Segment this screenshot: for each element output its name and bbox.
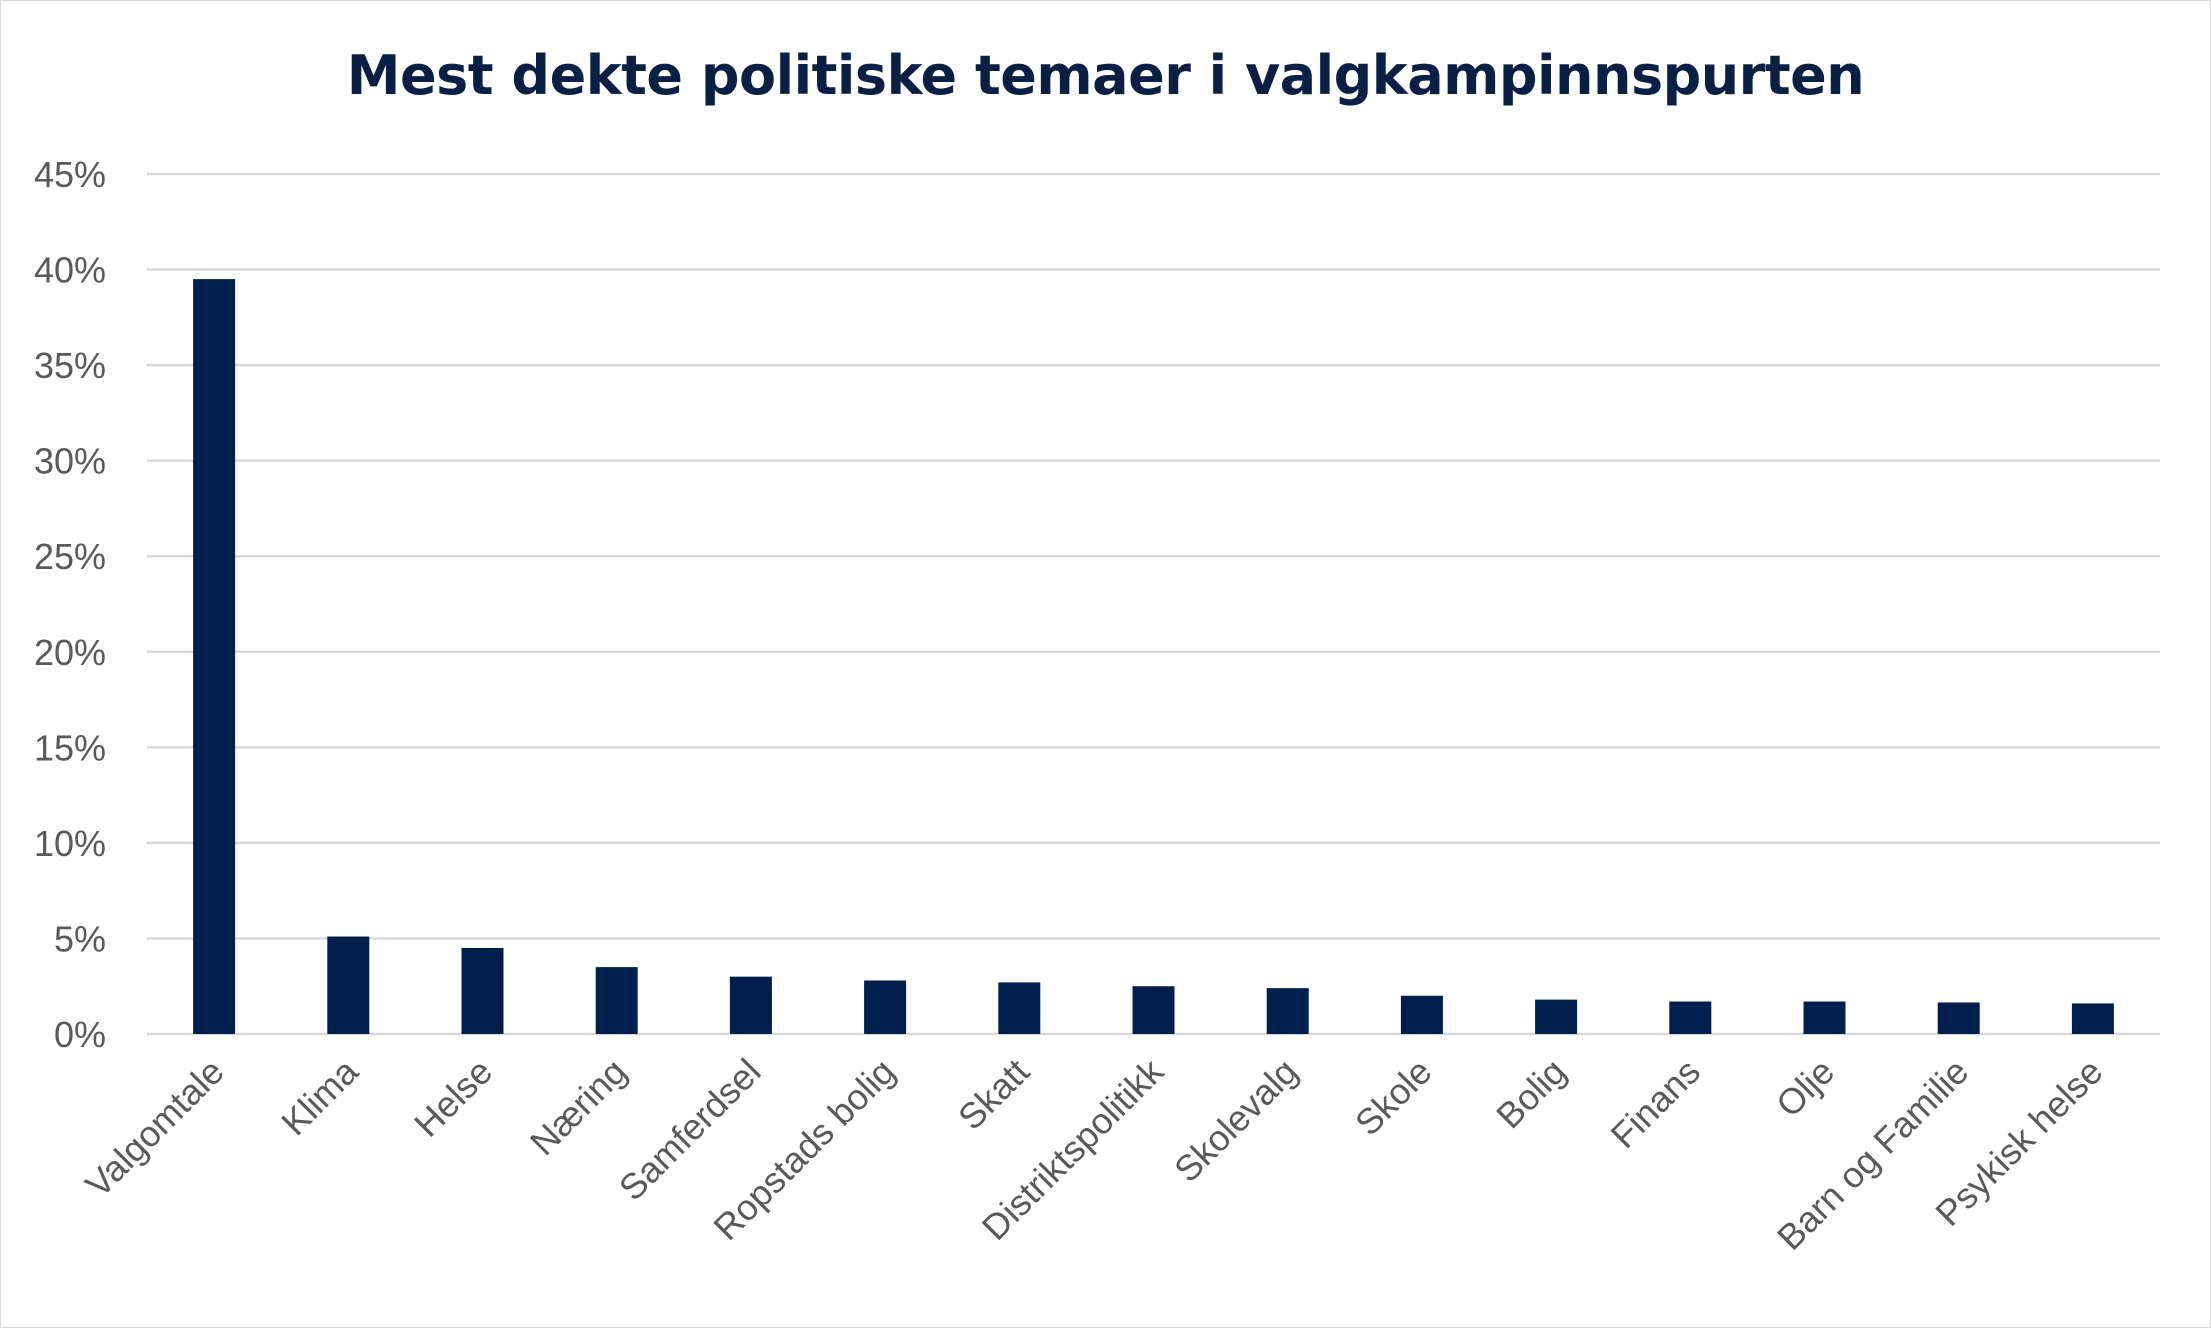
x-tick-label: Valgomtale	[77, 1051, 231, 1205]
bar-finans	[1669, 1001, 1712, 1034]
x-axis-labels: Valgomtale Klima Helse NæringSamferdselRops…	[77, 1050, 2110, 1258]
x-tick-label: Næring	[522, 1051, 634, 1163]
bar-valgomtale	[193, 279, 236, 1035]
x-tick-label: Bolig	[1488, 1051, 1574, 1137]
bar-klima	[327, 936, 370, 1034]
y-tick-label: 25%	[34, 536, 106, 577]
chart-title: Mest dekte politiske temaer i valgkampin…	[346, 44, 1865, 107]
bar-skatt	[998, 982, 1041, 1034]
y-tick-label: 5%	[54, 918, 106, 959]
y-tick-label: 15%	[34, 727, 106, 768]
bar-ropstads-bolig	[864, 980, 907, 1034]
bar-distriktspolitikk	[1132, 986, 1175, 1034]
y-tick-label: 45%	[34, 154, 106, 195]
x-tick-label: Olje	[1768, 1051, 1842, 1125]
bar-barn-og-familie	[1937, 1002, 1980, 1034]
y-tick-label: 0%	[54, 1014, 106, 1055]
y-tick-label: 40%	[34, 250, 106, 291]
x-tick-label: Klima	[273, 1050, 366, 1143]
y-tick-label: 30%	[34, 441, 106, 482]
y-tick-label: 20%	[34, 632, 106, 673]
bar-skolevalg	[1266, 988, 1309, 1034]
gridlines	[147, 172, 2160, 1036]
x-tick-label: Helse	[406, 1051, 500, 1145]
bar-helse	[461, 948, 504, 1034]
x-tick-label: Skolevalg	[1166, 1051, 1305, 1190]
y-axis-ticks: 0% 5% 10% 15% 20% 25% 30% 35% 40% 45%	[34, 154, 106, 1055]
bar-næring	[595, 967, 638, 1034]
bars	[193, 279, 2114, 1035]
x-tick-label: Skatt	[950, 1051, 1037, 1138]
x-tick-label: Finans	[1603, 1051, 1708, 1156]
x-tick-label: Skole	[1347, 1051, 1440, 1144]
bar-skole	[1400, 995, 1443, 1034]
y-tick-label: 35%	[34, 345, 106, 386]
bar-olje	[1803, 1001, 1846, 1034]
bar-psykisk-helse	[2071, 1003, 2114, 1034]
y-tick-label: 10%	[34, 823, 106, 864]
bar-samferdsel	[729, 976, 772, 1034]
bar-bolig	[1535, 999, 1578, 1034]
